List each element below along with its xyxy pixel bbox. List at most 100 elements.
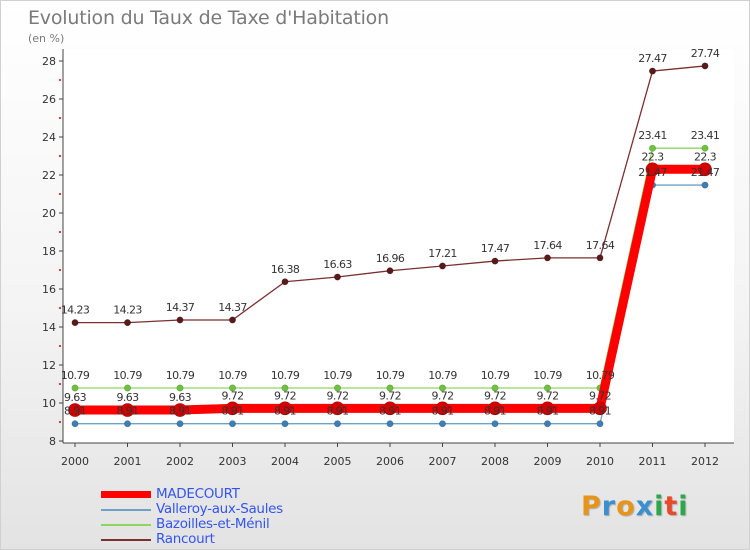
data-label-bazoilles-et-m-nil: 10.79 (376, 369, 405, 382)
legend-swatch-valleroy (101, 509, 151, 511)
y-minor-tick (58, 154, 62, 158)
data-point-valleroy-aux-saules (333, 420, 341, 428)
y-minor-tick (58, 344, 62, 348)
y-tick-label: 8 (49, 435, 56, 448)
data-label-rancourt: 17.64 (533, 239, 562, 252)
data-point-bazoilles-et-m-nil (491, 384, 499, 392)
data-label-madecourt: 22.3 (694, 150, 717, 163)
data-label-madecourt: 9.72 (536, 389, 558, 402)
x-tick-label: 2005 (324, 455, 352, 468)
data-point-bazoilles-et-m-nil (648, 144, 656, 152)
data-point-rancourt (229, 316, 237, 324)
data-point-bazoilles-et-m-nil (386, 384, 394, 392)
data-label-bazoilles-et-m-nil: 10.79 (113, 369, 142, 382)
data-point-valleroy-aux-saules (71, 420, 79, 428)
data-label-valleroy-aux-saules: 8.91 (64, 405, 86, 418)
y-tick-label: 24 (42, 131, 56, 144)
data-point-valleroy-aux-saules (543, 420, 551, 428)
data-label-bazoilles-et-m-nil: 10.79 (481, 369, 510, 382)
data-point-madecourt (435, 401, 450, 416)
data-label-valleroy-aux-saules: 8.91 (431, 405, 453, 418)
data-label-rancourt: 27.74 (691, 47, 720, 60)
data-label-bazoilles-et-m-nil: 10.79 (271, 369, 300, 382)
proxiti-logo[interactable]: Proxiti (581, 491, 689, 522)
legend-swatch-madecourt (101, 491, 151, 498)
data-label-madecourt: 9.63 (116, 391, 139, 404)
data-label-valleroy-aux-saules: 21.47 (691, 166, 720, 179)
y-tick-label: 22 (42, 169, 56, 182)
legend-label-valleroy: Valleroy-aux-Saules (156, 501, 283, 517)
data-label-rancourt: 17.64 (586, 239, 615, 252)
data-label-rancourt: 16.38 (271, 263, 300, 276)
data-point-rancourt (701, 62, 709, 70)
data-point-valleroy-aux-saules (124, 420, 132, 428)
x-tick-label: 2010 (586, 455, 614, 468)
y-minor-tick (58, 192, 62, 196)
data-point-madecourt (330, 401, 345, 416)
data-label-madecourt: 9.63 (169, 391, 192, 404)
data-point-rancourt (596, 254, 604, 262)
data-point-valleroy-aux-saules (281, 420, 289, 428)
data-label-rancourt: 17.21 (428, 247, 457, 260)
x-tick-label: 2006 (376, 455, 404, 468)
data-label-rancourt: 16.63 (323, 258, 352, 271)
data-point-madecourt (225, 401, 240, 416)
data-label-madecourt: 9.72 (589, 389, 611, 402)
data-point-madecourt (488, 401, 502, 416)
data-label-bazoilles-et-m-nil: 10.79 (586, 369, 615, 382)
data-point-madecourt (120, 403, 135, 417)
data-point-rancourt (386, 267, 394, 275)
data-label-madecourt: 9.72 (274, 389, 296, 402)
data-label-valleroy-aux-saules: 8.91 (116, 405, 138, 418)
data-label-valleroy-aux-saules: 8.91 (326, 405, 348, 418)
data-point-bazoilles-et-m-nil (124, 384, 132, 392)
data-point-rancourt (71, 319, 79, 327)
data-point-madecourt (68, 403, 82, 417)
data-point-bazoilles-et-m-nil (281, 384, 289, 392)
logo-letter: o (616, 491, 636, 522)
chart-unit-label: (en %) (28, 32, 65, 45)
logo-letter: P (581, 491, 602, 522)
data-point-madecourt (593, 401, 607, 416)
logo-letter: x (635, 491, 655, 522)
x-tick-label: 2007 (429, 455, 457, 468)
data-point-valleroy-aux-saules (229, 420, 237, 428)
chart-title: Evolution du Taux de Taxe d'Habitation (28, 7, 389, 29)
x-tick-label: 2004 (271, 455, 299, 468)
data-point-madecourt (173, 403, 187, 417)
legend-swatch-rancourt (101, 539, 151, 541)
x-tick-label: 2012 (691, 455, 719, 468)
data-label-bazoilles-et-m-nil: 23.41 (638, 129, 667, 142)
data-point-bazoilles-et-m-nil (229, 384, 237, 392)
data-label-madecourt: 9.63 (64, 391, 87, 404)
data-label-bazoilles-et-m-nil: 10.79 (166, 369, 195, 382)
data-point-madecourt (278, 401, 292, 416)
data-label-valleroy-aux-saules: 8.91 (274, 405, 296, 418)
data-point-bazoilles-et-m-nil (333, 384, 341, 392)
y-minor-tick (58, 420, 62, 424)
data-label-bazoilles-et-m-nil: 10.79 (533, 369, 562, 382)
logo-letter: i (654, 491, 665, 522)
data-label-rancourt: 14.23 (113, 304, 142, 317)
data-point-rancourt (333, 273, 341, 281)
x-tick-label: 2002 (166, 455, 194, 468)
y-minor-tick (58, 268, 62, 272)
y-minor-tick (58, 116, 62, 120)
data-label-valleroy-aux-saules: 8.91 (379, 405, 401, 418)
data-point-valleroy-aux-saules (386, 420, 394, 428)
data-label-rancourt: 14.37 (218, 301, 247, 314)
y-tick-label: 26 (42, 93, 56, 106)
data-point-valleroy-aux-saules (491, 420, 499, 428)
data-point-madecourt (540, 401, 555, 416)
y-tick-label: 10 (42, 397, 56, 410)
data-label-valleroy-aux-saules: 8.91 (484, 405, 506, 418)
y-minor-tick (58, 230, 62, 234)
data-label-rancourt: 16.96 (376, 252, 405, 265)
data-point-madecourt (383, 401, 397, 416)
y-tick-label: 28 (42, 55, 56, 68)
data-point-bazoilles-et-m-nil (543, 384, 551, 392)
data-point-bazoilles-et-m-nil (176, 384, 184, 392)
data-point-rancourt (176, 316, 184, 324)
data-label-madecourt: 9.72 (484, 389, 506, 402)
